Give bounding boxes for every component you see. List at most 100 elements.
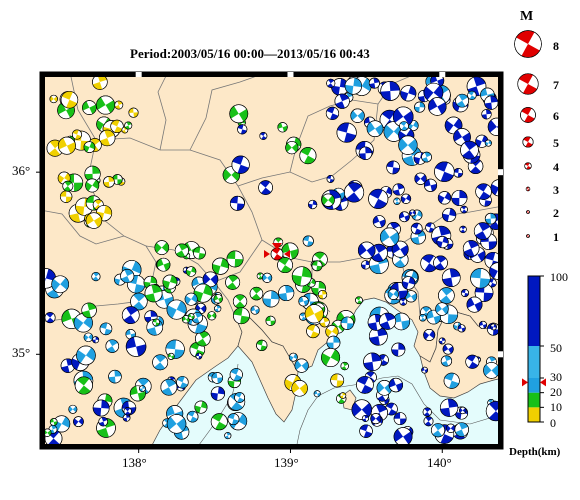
event-symbol xyxy=(437,191,452,205)
event-symbol xyxy=(357,241,376,260)
event-symbol xyxy=(325,106,340,120)
event-symbol xyxy=(462,240,480,257)
event-symbol xyxy=(440,355,453,367)
colorbar-title: Depth(km) xyxy=(509,446,561,458)
highlight-marker-right xyxy=(284,250,290,258)
highlight-marker-left xyxy=(264,250,270,258)
event-symbol xyxy=(74,376,93,395)
event-symbol xyxy=(363,352,382,372)
event-symbol xyxy=(193,283,213,303)
event-symbol xyxy=(350,108,365,123)
magnitude-legend-symbols xyxy=(514,30,542,238)
event-symbol xyxy=(484,139,492,147)
event-symbol xyxy=(321,348,341,368)
event-symbol xyxy=(423,329,436,341)
colorbar-tick-label: 10 xyxy=(550,400,562,414)
magnitude-symbol-m5 xyxy=(522,136,534,148)
event-symbol xyxy=(474,283,494,302)
event-symbol xyxy=(60,91,79,109)
magnitude-symbol-m2 xyxy=(526,210,530,214)
event-symbol xyxy=(438,287,455,304)
colorbar-band xyxy=(528,392,540,408)
magnitude-label: 2 xyxy=(553,206,559,220)
event-symbol xyxy=(62,180,74,192)
event-symbol xyxy=(344,77,363,95)
event-symbol xyxy=(358,146,373,160)
event-symbol xyxy=(398,135,418,155)
event-symbol xyxy=(194,400,208,414)
event-symbol xyxy=(237,124,248,135)
event-symbol xyxy=(414,172,427,185)
event-symbol xyxy=(224,432,232,440)
event-symbol xyxy=(399,297,408,306)
event-symbol xyxy=(366,120,384,138)
event-symbol xyxy=(457,324,466,333)
event-symbol xyxy=(307,199,318,210)
event-symbol xyxy=(361,260,371,270)
magnitude-label: 6 xyxy=(553,109,559,123)
frame-gap xyxy=(287,72,294,77)
event-symbol xyxy=(121,306,140,325)
event-symbol xyxy=(110,119,124,134)
event-symbol xyxy=(330,373,345,388)
event-symbol xyxy=(313,390,321,398)
magnitude-label: 7 xyxy=(553,78,559,92)
event-symbol xyxy=(125,336,147,357)
event-symbol xyxy=(340,316,354,330)
event-symbol xyxy=(98,129,116,147)
event-symbol xyxy=(326,335,341,350)
event-symbol xyxy=(484,95,499,110)
event-symbol xyxy=(258,180,273,195)
event-symbol xyxy=(123,407,132,416)
event-symbol xyxy=(83,141,96,153)
event-symbol xyxy=(443,372,460,389)
colorbar-tick-label: 30 xyxy=(550,370,562,384)
event-symbol xyxy=(76,345,96,366)
colorbar-tick-label: 0 xyxy=(550,416,556,430)
event-symbol xyxy=(334,93,350,109)
event-symbol xyxy=(326,78,336,88)
colorbar-tick-label: 20 xyxy=(550,385,562,399)
event-symbol xyxy=(455,93,469,108)
event-symbol xyxy=(311,260,323,272)
event-symbol xyxy=(490,323,497,331)
event-symbol xyxy=(299,147,317,165)
event-symbol xyxy=(108,369,122,384)
event-symbol xyxy=(167,352,175,360)
event-symbol xyxy=(387,288,399,300)
event-symbol xyxy=(475,183,492,200)
event-symbol xyxy=(436,235,449,249)
prefecture-boundaries xyxy=(40,72,503,323)
event-symbol xyxy=(339,392,347,399)
highlighted-event-symbol xyxy=(270,247,284,261)
event-symbol xyxy=(211,372,224,384)
event-symbol xyxy=(195,330,211,347)
event-symbol xyxy=(277,122,288,133)
event-symbol xyxy=(82,100,97,115)
event-symbol xyxy=(459,406,467,415)
event-symbol xyxy=(96,95,116,115)
event-symbol xyxy=(202,271,219,288)
event-symbol xyxy=(368,188,389,209)
event-symbol xyxy=(278,285,295,302)
event-symbol xyxy=(361,414,369,422)
magnitude-symbol-m7 xyxy=(517,73,539,95)
event-symbol xyxy=(326,175,335,183)
event-symbol xyxy=(256,339,268,351)
event-symbol xyxy=(414,101,426,113)
event-symbol xyxy=(460,288,470,298)
event-symbol xyxy=(291,380,308,397)
event-symbol xyxy=(227,413,240,426)
event-symbol xyxy=(152,318,160,327)
event-symbol xyxy=(92,336,100,344)
event-symbol xyxy=(435,302,449,316)
event-symbol xyxy=(49,418,58,426)
event-symbol xyxy=(393,412,407,425)
event-symbol xyxy=(154,240,170,255)
event-symbol xyxy=(359,424,373,438)
event-symbol xyxy=(81,302,97,319)
colorbar-tick-label: 100 xyxy=(550,270,568,284)
event-symbol xyxy=(317,290,328,300)
event-symbol xyxy=(229,368,243,382)
